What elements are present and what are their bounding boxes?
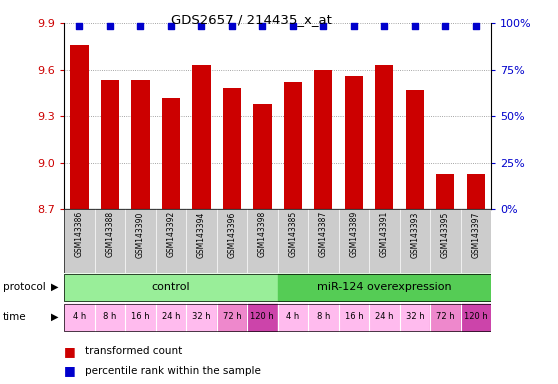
Bar — [308, 209, 339, 273]
Text: 24 h: 24 h — [162, 312, 180, 321]
Bar — [430, 209, 460, 273]
Point — [349, 23, 358, 29]
Bar — [278, 274, 491, 301]
Bar — [430, 304, 460, 331]
Bar — [217, 304, 247, 331]
Text: GSM143395: GSM143395 — [441, 211, 450, 258]
Bar — [339, 304, 369, 331]
Text: GSM143396: GSM143396 — [227, 211, 237, 258]
Bar — [375, 65, 393, 209]
Bar — [369, 304, 400, 331]
Point — [197, 23, 206, 29]
Bar — [223, 88, 241, 209]
Bar — [64, 209, 95, 273]
Text: ■: ■ — [64, 345, 76, 358]
Bar — [314, 70, 333, 209]
Bar — [278, 209, 308, 273]
Text: GSM143386: GSM143386 — [75, 211, 84, 257]
Point — [472, 23, 480, 29]
Text: time: time — [3, 312, 26, 322]
Text: GSM143393: GSM143393 — [410, 211, 419, 258]
Bar — [247, 209, 277, 273]
Bar — [283, 82, 302, 209]
Text: protocol: protocol — [3, 282, 46, 292]
Bar — [131, 81, 150, 209]
Text: GDS2657 / 214435_x_at: GDS2657 / 214435_x_at — [171, 13, 331, 26]
Bar — [278, 304, 308, 331]
Bar — [95, 304, 125, 331]
Text: GSM143397: GSM143397 — [472, 211, 480, 258]
Bar — [156, 304, 186, 331]
Text: 8 h: 8 h — [316, 312, 330, 321]
Bar — [247, 304, 277, 331]
Bar — [186, 209, 217, 273]
Bar — [162, 98, 180, 209]
Bar — [400, 209, 430, 273]
Text: ▶: ▶ — [51, 282, 59, 292]
Point — [288, 23, 297, 29]
Bar — [125, 209, 156, 273]
Bar — [125, 304, 156, 331]
Bar — [436, 174, 454, 209]
Text: ■: ■ — [64, 364, 76, 377]
Bar — [95, 209, 125, 273]
Bar — [466, 174, 485, 209]
Text: GSM143392: GSM143392 — [166, 211, 175, 257]
Point — [228, 23, 237, 29]
Text: ▶: ▶ — [51, 312, 59, 322]
Text: 8 h: 8 h — [103, 312, 117, 321]
Text: control: control — [152, 282, 190, 292]
Point — [319, 23, 328, 29]
Text: 24 h: 24 h — [375, 312, 393, 321]
Point — [75, 23, 84, 29]
Bar — [460, 304, 491, 331]
Bar — [192, 65, 210, 209]
Bar — [217, 209, 247, 273]
Bar — [369, 209, 400, 273]
Point — [410, 23, 419, 29]
Text: GSM143391: GSM143391 — [380, 211, 389, 257]
Text: GSM143394: GSM143394 — [197, 211, 206, 258]
Bar — [64, 304, 95, 331]
Bar — [339, 209, 369, 273]
Text: GSM143387: GSM143387 — [319, 211, 328, 257]
Bar — [406, 90, 424, 209]
Bar — [253, 104, 272, 209]
Bar — [400, 304, 430, 331]
Text: miR-124 overexpression: miR-124 overexpression — [317, 282, 451, 292]
Text: 120 h: 120 h — [251, 312, 274, 321]
Text: transformed count: transformed count — [85, 346, 182, 356]
Point — [105, 23, 114, 29]
Bar — [345, 76, 363, 209]
Text: 72 h: 72 h — [436, 312, 455, 321]
Text: 32 h: 32 h — [192, 312, 211, 321]
Bar — [156, 209, 186, 273]
Bar — [70, 45, 89, 209]
Point — [166, 23, 175, 29]
Text: GSM143388: GSM143388 — [105, 211, 114, 257]
Bar — [308, 304, 339, 331]
Text: 120 h: 120 h — [464, 312, 488, 321]
Text: GSM143390: GSM143390 — [136, 211, 145, 258]
Bar — [101, 81, 119, 209]
Text: percentile rank within the sample: percentile rank within the sample — [85, 366, 261, 376]
Point — [380, 23, 389, 29]
Text: 16 h: 16 h — [131, 312, 150, 321]
Text: GSM143385: GSM143385 — [288, 211, 297, 257]
Text: 4 h: 4 h — [286, 312, 300, 321]
Text: GSM143389: GSM143389 — [349, 211, 358, 257]
Text: 72 h: 72 h — [223, 312, 241, 321]
Text: GSM143398: GSM143398 — [258, 211, 267, 257]
Point — [441, 23, 450, 29]
Point — [136, 23, 145, 29]
Bar — [64, 274, 277, 301]
Text: 16 h: 16 h — [344, 312, 363, 321]
Point — [258, 23, 267, 29]
Text: 4 h: 4 h — [73, 312, 86, 321]
Bar — [186, 304, 217, 331]
Bar — [460, 209, 491, 273]
Text: 32 h: 32 h — [406, 312, 424, 321]
